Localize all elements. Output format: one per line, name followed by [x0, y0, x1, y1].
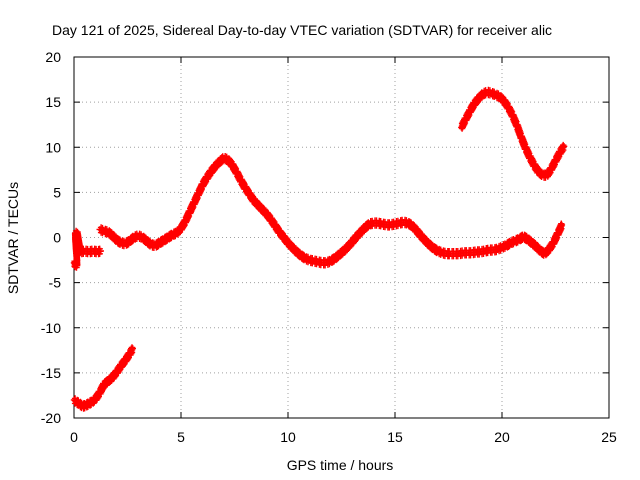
x-tick-label: 5 — [177, 429, 185, 445]
data-point-main-arc — [558, 220, 565, 227]
data-point-main-arc — [244, 186, 251, 193]
y-axis-label: SDTVAR / TECUs — [5, 182, 21, 294]
data-point-early-negative — [128, 344, 136, 351]
grid-lines — [74, 57, 609, 418]
data-point-main-arc — [257, 201, 264, 208]
data-point-main-arc — [261, 206, 268, 213]
data-point-late-high-arc — [537, 167, 544, 175]
data-point-main-arc — [227, 157, 234, 164]
data-point-late-high-arc — [503, 99, 510, 106]
data-point-main-arc — [419, 232, 426, 239]
data-point-main-arc — [278, 229, 286, 236]
data-point-early-near-zero — [96, 245, 103, 252]
data-point-main-arc — [99, 224, 106, 232]
data-point-late-high-arc — [559, 143, 566, 150]
x-tick-label: 20 — [494, 429, 510, 445]
x-tick-label: 25 — [601, 429, 617, 445]
data-point-main-arc — [252, 197, 260, 204]
data-point-main-arc — [270, 217, 277, 224]
y-tick-label: 5 — [53, 184, 61, 200]
data-point-main-arc — [415, 227, 423, 235]
y-tick-label: -10 — [41, 320, 61, 336]
y-tick-label: 0 — [53, 230, 61, 246]
y-tick-label: 15 — [45, 94, 61, 110]
data-point-main-arc — [107, 228, 114, 235]
x-axis-label: GPS time / hours — [287, 457, 394, 473]
data-point-main-arc — [286, 239, 294, 246]
data-point-late-high-arc — [533, 163, 540, 170]
data-point-main-arc — [266, 211, 273, 218]
data-point-late-high-arc — [498, 93, 506, 100]
tick-labels: 0 5 10 15 20 25 -20 -15 -10 -5 0 5 10 15 20 — [41, 49, 617, 445]
x-tick-label: 10 — [280, 429, 296, 445]
data-point-late-high-arc — [560, 141, 567, 149]
y-tick-label: -20 — [41, 410, 61, 426]
data-point-main-arc — [411, 222, 418, 229]
y-tick-label: -5 — [49, 275, 62, 291]
data-point-main-arc — [145, 237, 153, 244]
data-points — [70, 86, 568, 412]
data-point-main-arc — [283, 235, 290, 242]
data-point-main-arc — [111, 232, 118, 239]
y-tick-label: -15 — [41, 365, 61, 381]
data-point-main-arc — [248, 192, 256, 199]
data-point-main-arc — [299, 251, 307, 258]
data-point-early-negative — [128, 345, 135, 352]
x-tick-label: 15 — [387, 429, 403, 445]
chart-title: Day 121 of 2025, Sidereal Day-to-day VTE… — [52, 22, 552, 38]
y-tick-label: 20 — [45, 49, 61, 65]
data-point-main-arc — [535, 243, 542, 250]
data-point-late-high-arc — [513, 118, 520, 125]
data-point-main-arc — [530, 239, 538, 246]
y-tick-label: 10 — [45, 139, 61, 155]
x-tick-label: 0 — [70, 429, 78, 445]
data-point-main-arc — [274, 223, 281, 231]
data-point-main-arc — [423, 236, 431, 244]
data-point-main-arc — [291, 244, 298, 251]
